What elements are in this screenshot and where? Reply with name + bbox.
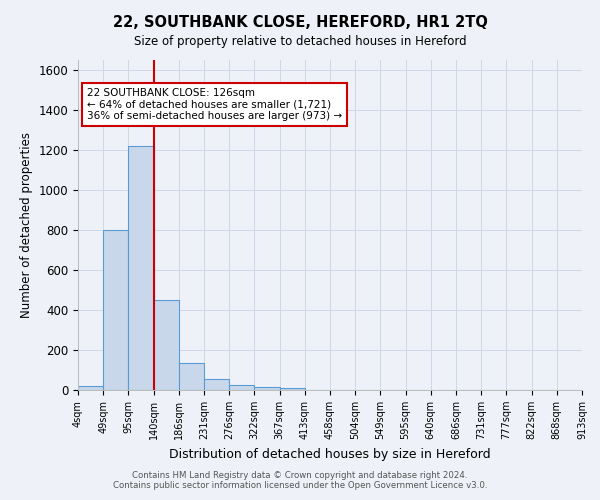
Bar — [78, 386, 103, 390]
Bar — [204, 379, 229, 390]
Bar — [154, 300, 179, 390]
Text: 22 SOUTHBANK CLOSE: 126sqm
← 64% of detached houses are smaller (1,721)
36% of s: 22 SOUTHBANK CLOSE: 126sqm ← 64% of deta… — [87, 88, 342, 121]
Bar — [254, 387, 280, 390]
Text: Size of property relative to detached houses in Hereford: Size of property relative to detached ho… — [134, 35, 466, 48]
Y-axis label: Number of detached properties: Number of detached properties — [20, 132, 33, 318]
Bar — [128, 146, 154, 390]
Text: 22, SOUTHBANK CLOSE, HEREFORD, HR1 2TQ: 22, SOUTHBANK CLOSE, HEREFORD, HR1 2TQ — [113, 15, 487, 30]
Text: Contains HM Land Registry data © Crown copyright and database right 2024.
Contai: Contains HM Land Registry data © Crown c… — [113, 470, 487, 490]
Bar — [229, 385, 254, 390]
Bar — [103, 230, 128, 390]
X-axis label: Distribution of detached houses by size in Hereford: Distribution of detached houses by size … — [169, 448, 491, 460]
Bar — [179, 364, 204, 390]
Bar — [280, 388, 305, 390]
